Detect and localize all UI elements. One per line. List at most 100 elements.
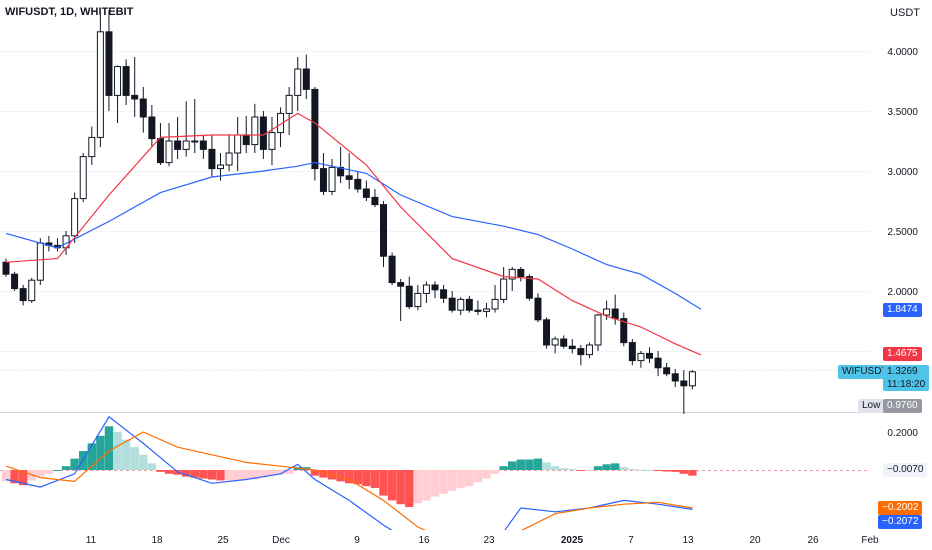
- macd-histogram-bar: [576, 470, 586, 471]
- candle-body: [88, 136, 96, 158]
- candle-body: [96, 31, 104, 138]
- macd-histogram-bar: [362, 470, 371, 487]
- macd-histogram-bar: [164, 470, 174, 474]
- macd-histogram-bar: [550, 466, 560, 470]
- macd-histogram-bar: [250, 470, 260, 480]
- macd-histogram-bar: [242, 470, 251, 480]
- price-axis-panel: [870, 0, 932, 550]
- macd-tick-label: 0.2000: [887, 428, 918, 439]
- macd-histogram-bar: [113, 432, 122, 470]
- macd-histogram-bar: [636, 469, 646, 471]
- candle-body: [680, 380, 688, 387]
- macd-histogram-bar: [610, 463, 620, 470]
- macd-histogram-bar: [447, 470, 457, 491]
- ema-fast-line: [5, 112, 702, 356]
- macd-histogram-bar: [130, 447, 139, 470]
- macd-histogram-bar: [439, 470, 448, 494]
- macd-histogram-bar: [593, 466, 603, 470]
- macd-histogram-bar: [473, 470, 483, 483]
- macd-histogram-bar: [645, 469, 654, 471]
- macd-tag: −0.2072: [878, 515, 923, 529]
- candle-body: [268, 132, 276, 150]
- candle-body: [620, 318, 628, 344]
- macd-histogram-bar: [379, 470, 388, 496]
- macd-histogram-bar: [36, 470, 45, 477]
- macd-histogram-bar: [653, 470, 663, 471]
- candle-body: [585, 344, 593, 356]
- macd-histogram-bar: [18, 470, 28, 486]
- macd-histogram-bar: [147, 463, 157, 470]
- candle-body: [603, 308, 611, 316]
- candle-body: [319, 168, 327, 192]
- time-tick-label: 26: [807, 535, 819, 546]
- candle-body: [114, 66, 122, 96]
- currency-label: USDT: [890, 7, 920, 19]
- macd-histogram-bar: [422, 470, 431, 501]
- candle-body: [611, 308, 619, 320]
- candle-body: [28, 279, 36, 302]
- macd-histogram-bar: [387, 470, 397, 501]
- candle-body: [491, 298, 499, 310]
- candle-body: [628, 342, 636, 362]
- candle-body: [440, 289, 448, 299]
- time-tick-label: 20: [749, 535, 761, 546]
- candle-body: [242, 134, 250, 146]
- candle-body: [225, 152, 233, 166]
- candle-body: [422, 284, 430, 294]
- time-tick-label: 7: [628, 535, 634, 546]
- macd-signal-line: [5, 431, 693, 543]
- macd-histogram-bar: [662, 470, 671, 472]
- last-price-tag: 1.3269 11:18:20: [883, 365, 929, 391]
- time-tick-label: 16: [418, 535, 430, 546]
- time-tick-label: 13: [682, 535, 694, 546]
- macd-histogram-bar: [190, 470, 199, 478]
- macd-histogram-bar: [139, 454, 148, 470]
- candle-body: [568, 345, 576, 350]
- macd-histogram-bar: [508, 461, 517, 470]
- candle-body: [388, 255, 396, 284]
- macd-histogram-bar: [44, 470, 54, 474]
- candle-body: [19, 288, 27, 302]
- signal-tag: −0.2002: [878, 501, 923, 515]
- candle-body: [285, 94, 293, 114]
- time-axis-panel: [0, 530, 932, 550]
- candle-body: [525, 276, 533, 299]
- macd-histogram-bar: [353, 470, 362, 485]
- candle-body: [500, 278, 508, 300]
- candle-body: [36, 242, 44, 281]
- candle-body: [431, 284, 439, 291]
- candle-body: [71, 198, 79, 237]
- candle-body: [234, 134, 242, 154]
- candle-body: [663, 367, 671, 375]
- macd-histogram-bar: [310, 470, 320, 476]
- candle-body: [354, 178, 362, 190]
- candle-body: [217, 164, 224, 170]
- candle-body: [174, 140, 182, 150]
- low-price-tag: 0.9760: [883, 399, 922, 413]
- candle-body: [457, 298, 465, 311]
- macd-histogram-bar: [413, 470, 423, 504]
- ema-fast-tag: 1.4675: [883, 347, 922, 361]
- macd-histogram-bar: [156, 470, 165, 472]
- candle-body: [482, 308, 490, 312]
- macd-histogram-bar: [370, 470, 380, 489]
- candle-body: [414, 292, 422, 308]
- time-tick-label: Feb: [861, 535, 879, 546]
- macd-histogram-bar: [688, 470, 697, 476]
- candle-body: [328, 166, 336, 192]
- candle-body: [139, 98, 147, 118]
- candle-body: [594, 314, 602, 346]
- histogram-tag: −0.0070: [883, 463, 928, 477]
- candle-body: [508, 268, 516, 280]
- candle-body: [534, 297, 542, 321]
- macd-histogram-bar: [533, 458, 543, 470]
- last-price-symbol-tag: WIFUSDT: [838, 365, 892, 379]
- macd-histogram-bar: [87, 443, 96, 470]
- candle-body: [294, 68, 302, 96]
- macd-histogram-bar: [181, 470, 191, 477]
- macd-histogram-bar: [405, 470, 414, 508]
- macd-histogram-bar: [224, 470, 234, 481]
- price-tick-label: 2.0000: [887, 287, 918, 298]
- candle-body: [165, 140, 173, 164]
